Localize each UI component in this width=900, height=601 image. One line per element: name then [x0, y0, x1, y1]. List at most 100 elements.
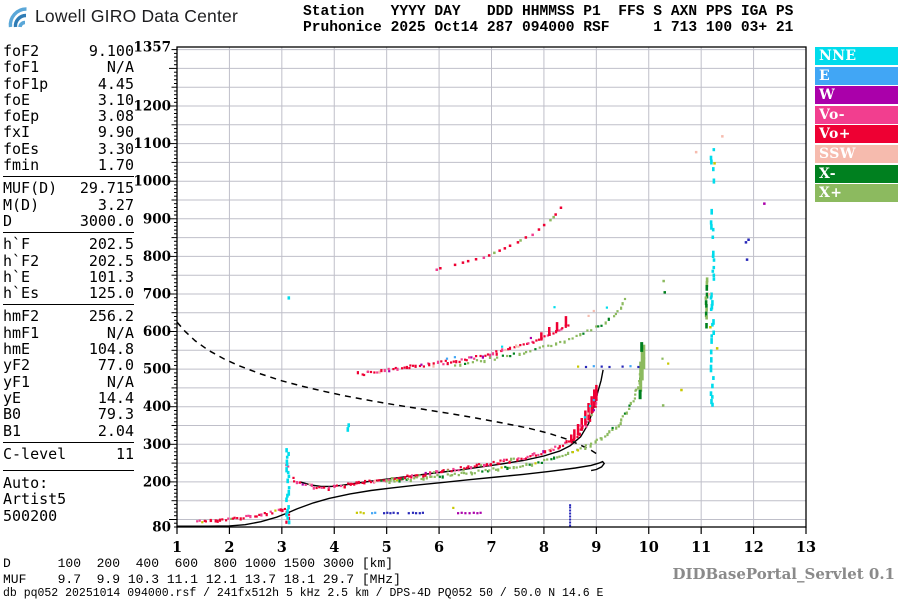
axes — [169, 46, 807, 534]
parameter-row: C-level 11 — [3, 444, 134, 463]
svg-text:1100: 1100 — [133, 136, 171, 152]
series-hf-spread-column — [709, 148, 716, 407]
series-second-hop-o — [356, 324, 570, 377]
parameter-value: 11 — [115, 444, 134, 463]
series-vert-dotted-8p5mhz — [569, 504, 572, 527]
series-fitted-o-trace — [300, 369, 604, 488]
parameter-value: 4.45 — [97, 74, 134, 93]
parameter-label: h`Es — [3, 284, 40, 303]
series-muf-transmission-curve — [176, 321, 600, 456]
legend-item-ssw: SSW — [815, 144, 898, 163]
parameter-value: 101.3 — [88, 267, 134, 286]
parameter-row: MUF(D) 29.715 — [3, 179, 134, 198]
parameter-row: h`Es 125.0 — [3, 284, 134, 303]
parameter-label: h`F2 — [3, 251, 40, 270]
separator-line — [3, 176, 134, 178]
parameter-value: 9.100 — [88, 42, 134, 60]
parameter-label: h`F — [3, 235, 31, 254]
parameter-value: 256.2 — [88, 307, 134, 326]
series-f-region-specks — [445, 306, 608, 427]
parameter-label: foE — [3, 90, 31, 109]
servlet-version: DIDBasePortal_Servlet 0.1 — [672, 565, 895, 583]
parameter-value: 202.5 — [88, 235, 134, 254]
parameter-value: N/A — [106, 323, 134, 342]
parameter-label: foF1p — [3, 74, 49, 93]
station-header: Station YYYY DAY DDD HHMMSS P1 FFS S AXN… — [303, 4, 794, 36]
svg-text:3: 3 — [277, 539, 287, 556]
station-header-columns: Station YYYY DAY DDD HHMMSS P1 FFS S AXN… — [303, 4, 794, 20]
autoscaling-line: Artist5 — [3, 490, 67, 509]
svg-text:12: 12 — [743, 539, 763, 556]
parameter-value: 2.04 — [97, 421, 134, 440]
parameter-label: D — [3, 211, 13, 230]
distance-row: D 100 200 400 600 800 1000 1500 3000 [km… — [3, 556, 394, 571]
parameter-value: 9.90 — [97, 123, 134, 142]
y-axis-labels: 1357 1200 1100 1000 900 800 700 600 500 400 300 200… — [133, 40, 171, 536]
parameter-value: 14.4 — [97, 388, 134, 407]
svg-text:700: 700 — [143, 287, 171, 303]
parameter-value: 202.5 — [88, 251, 134, 270]
status-line: db pq052 20251014 094000.rsf / 241fx512h… — [3, 587, 604, 600]
parameter-label: MUF(D) — [3, 179, 58, 198]
legend-item-e: E — [815, 66, 898, 85]
parameter-value: 3.08 — [97, 107, 134, 126]
series-f-x-trace — [380, 357, 646, 484]
parameter-label: hmF2 — [3, 307, 40, 326]
svg-text:500: 500 — [143, 362, 171, 378]
parameter-label: fxI — [3, 123, 31, 142]
parameter-label: B1 — [3, 421, 22, 440]
parameter-value: 125.0 — [88, 284, 134, 303]
svg-text:400: 400 — [143, 399, 171, 415]
svg-text:10: 10 — [639, 539, 659, 556]
parameter-value: 1.70 — [97, 156, 134, 175]
svg-text:1000: 1000 — [133, 174, 171, 190]
autoscaling-line: Auto: — [3, 474, 49, 493]
brand-title: Lowell GIRO Data Center — [35, 6, 239, 26]
series-f-x-spread-bars — [639, 344, 646, 392]
parameter-row: foF2 9.100 — [3, 42, 134, 60]
series-spread-4mhz — [346, 423, 350, 432]
brand: Lowell GIRO Data Center — [7, 5, 238, 28]
series-f-trace-spread-bars — [570, 384, 598, 442]
parameter-label: hmF1 — [3, 323, 40, 342]
legend-item-w: W — [815, 86, 898, 105]
series-second-hop-bars — [540, 316, 568, 341]
parameter-label: foF2 — [3, 42, 40, 60]
separator-line — [3, 304, 134, 306]
svg-text:1200: 1200 — [133, 99, 171, 115]
series-upper-multihop-streak — [435, 206, 563, 271]
parameter-value: 104.8 — [88, 340, 134, 359]
parameter-value: 77.0 — [97, 356, 134, 375]
parameter-label: fmin — [3, 156, 40, 175]
svg-text:13: 13 — [796, 539, 816, 556]
svg-text:800: 800 — [143, 249, 171, 265]
parameter-row: B1 2.04 — [3, 421, 134, 440]
parameter-value: 3.30 — [97, 139, 134, 158]
parameter-label: B0 — [3, 405, 22, 424]
echo-direction-legend: NNE E W Vo- Vo+ SSW X- X+ — [815, 47, 898, 204]
parameter-label: h`E — [3, 267, 31, 286]
parameter-row: yF2 77.0 — [3, 356, 134, 375]
parameter-label: yF2 — [3, 356, 31, 375]
x-axis-labels: 1 2 3 4 5 6 7 8 9 10 11 12 13 — [172, 539, 816, 556]
separator-line — [3, 441, 134, 443]
grid — [177, 47, 806, 527]
parameter-label: foEp — [3, 107, 40, 126]
legend-item-x+: X+ — [815, 184, 898, 203]
legend-item-x-: X- — [815, 164, 898, 183]
svg-text:6: 6 — [434, 539, 444, 556]
parameter-row: h`F2 202.5 — [3, 251, 134, 270]
autoscaling-line: 500200 — [3, 506, 58, 525]
parameter-label: foF1 — [3, 58, 40, 77]
parameter-row: hmF2 256.2 — [3, 307, 134, 326]
parameter-value: N/A — [106, 372, 134, 391]
svg-text:4: 4 — [329, 539, 339, 556]
series-f-trace — [292, 392, 598, 491]
svg-text:200: 200 — [143, 474, 171, 490]
separator-line — [3, 470, 134, 472]
parameter-row: D 3000.0 — [3, 211, 134, 230]
series-hf-scatter — [661, 135, 766, 407]
svg-text:9: 9 — [591, 539, 601, 556]
parameter-row: M(D) 3.27 — [3, 196, 134, 213]
